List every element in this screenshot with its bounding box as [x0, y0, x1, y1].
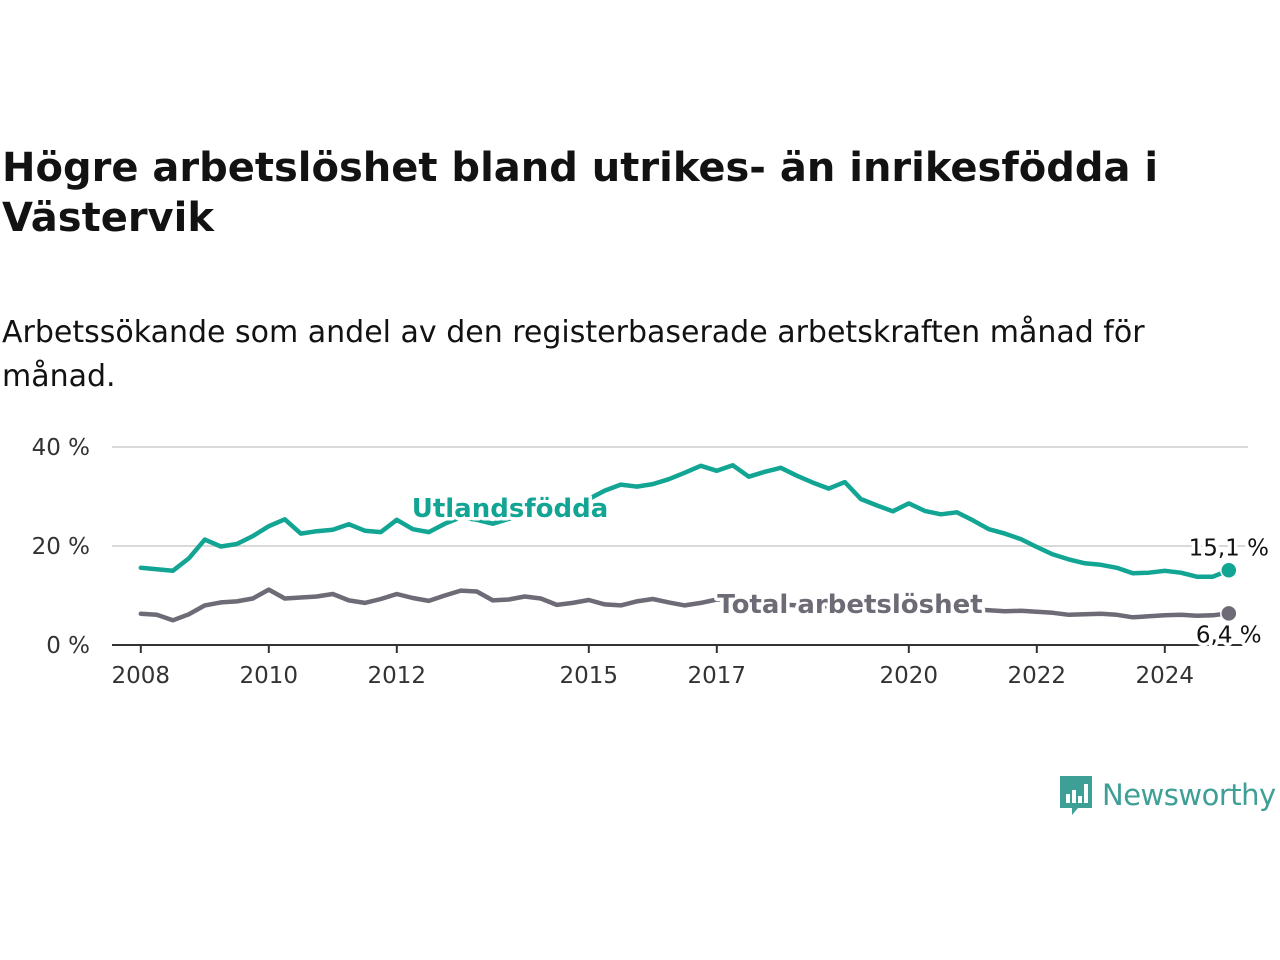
bar-chart-speech-bubble-icon [1060, 776, 1092, 815]
end-label-total-halo: 6,4 % [1196, 622, 1262, 648]
axes: 0 % 20 % 40 % 2008 2010 2012 2015 2017 2020 2022 2… [32, 435, 1248, 689]
series-end-point [1220, 561, 1238, 580]
x-tick-label: 2015 [560, 663, 619, 689]
series-line-total [138, 587, 1232, 623]
end-label-utlandsfodda: 15,1 % [1189, 535, 1269, 561]
logo-text: Newsworthy [1102, 778, 1276, 812]
x-tick-label: 2017 [688, 663, 747, 689]
line-chart: 0 % 20 % 40 % 2008 2010 2012 2015 2017 2020 2022 2… [32, 435, 1273, 689]
x-tick-label: 2024 [1136, 663, 1195, 689]
y-tick-label: 0 % [46, 633, 90, 659]
series-label-utlandsfodda-halo: Utlandsfödda [412, 494, 609, 524]
chart-subtitle: Arbetssökande som andel av den registerb… [2, 315, 1145, 394]
y-tick-label: 40 % [32, 435, 90, 461]
x-tick-label: 2008 [112, 663, 171, 689]
x-tick-label: 2020 [880, 663, 939, 689]
newsworthy-logo: Newsworthy [1058, 772, 1276, 818]
series-label-utlandsfodda: Utlandsfödda [412, 494, 609, 524]
end-label-utlandsfodda-halo: 15,1 % [1189, 535, 1269, 561]
series-lines [138, 463, 1238, 623]
end-label-total: 6,4 % [1196, 622, 1262, 648]
chart-title: Högre arbetslöshet bland utrikes- än inr… [2, 145, 1159, 241]
grid-lines [112, 446, 1248, 547]
x-tick-label: 2010 [240, 663, 299, 689]
series-line-utlandsfodda [138, 463, 1232, 579]
series-label-total: Total arbetslöshet [717, 590, 982, 620]
x-tick-label: 2012 [368, 663, 427, 689]
y-tick-label: 20 % [32, 534, 90, 560]
series-end-point [1220, 604, 1238, 623]
series-label-total-halo: Total arbetslöshet [717, 590, 982, 620]
x-tick-label: 2022 [1008, 663, 1067, 689]
